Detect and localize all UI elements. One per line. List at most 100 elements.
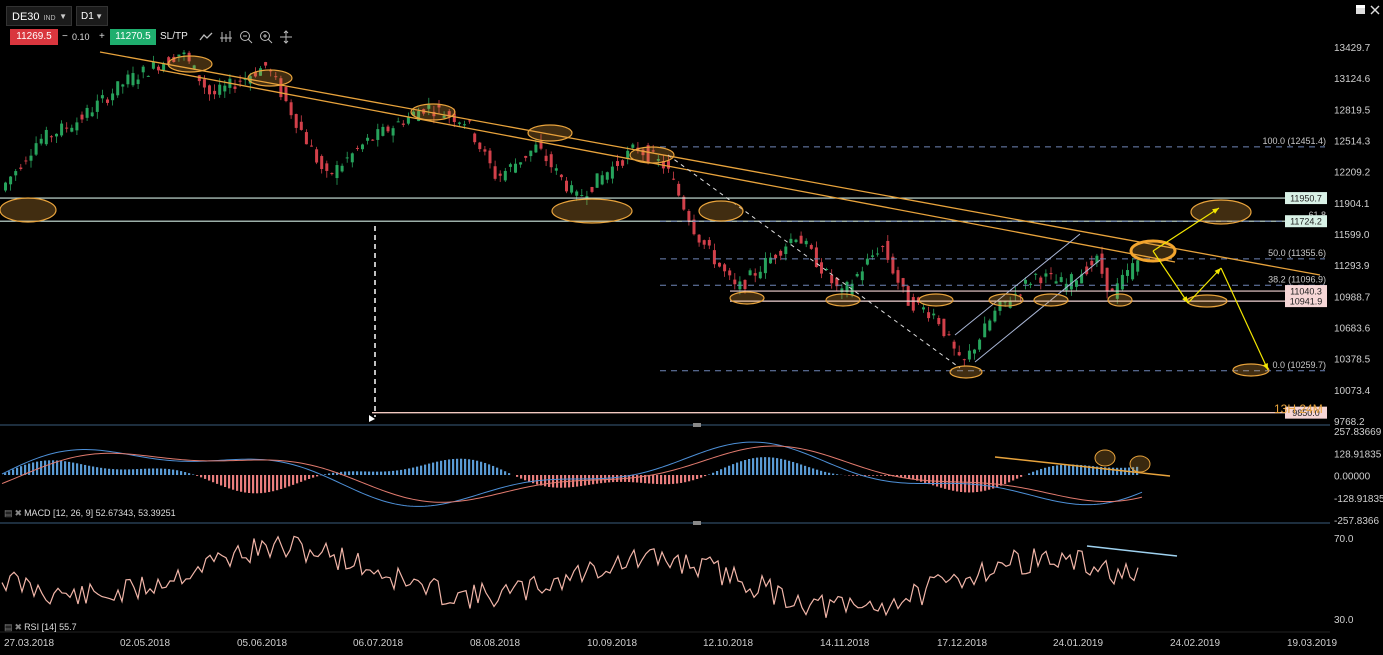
candle	[565, 176, 568, 194]
sell-button[interactable]: 11269.5	[10, 29, 58, 45]
macd-bar	[1052, 465, 1055, 475]
zoom-out-icon[interactable]	[238, 29, 254, 45]
candle	[692, 214, 696, 236]
candle	[784, 243, 788, 261]
macd-bar	[716, 470, 719, 475]
symbol-name: DE30	[12, 11, 40, 23]
candle	[340, 163, 344, 173]
candle-body	[24, 160, 28, 162]
macd-bar	[52, 460, 55, 475]
macd-bar	[908, 475, 911, 479]
lot-size-field[interactable]: 0.10	[72, 32, 90, 42]
candle-body	[733, 279, 737, 285]
candle-body	[590, 186, 594, 192]
macd-bar	[720, 469, 723, 475]
remove-icon[interactable]: ✖	[14, 508, 23, 518]
candle-body	[412, 111, 415, 116]
symbol-selector[interactable]: DE30 IND ▼	[6, 6, 72, 26]
macd-bar	[668, 475, 671, 485]
macd-bar	[20, 466, 23, 475]
macd-bar	[660, 475, 663, 485]
candle-body	[253, 72, 257, 77]
candle	[473, 132, 477, 145]
macd-bar	[304, 475, 307, 481]
candle	[90, 107, 94, 118]
candle	[983, 316, 987, 338]
macd-bar	[912, 475, 915, 480]
macd-bar	[268, 475, 271, 493]
macd-bar	[672, 475, 675, 484]
macd-bar	[1132, 467, 1135, 475]
macd-bar	[1044, 467, 1047, 475]
macd-bar	[148, 468, 151, 475]
rsi-indicator-label[interactable]: ▤ ✖ RSI [14] 55.7	[4, 621, 77, 633]
settings-icon[interactable]: ▤	[4, 622, 13, 632]
line-chart-icon[interactable]	[198, 29, 214, 45]
candle-body	[259, 68, 262, 76]
macd-bar	[684, 475, 687, 483]
candle	[1054, 274, 1058, 284]
candle-body	[529, 150, 533, 157]
candle-body	[208, 85, 211, 95]
macd-bar	[64, 461, 67, 475]
candle	[728, 267, 732, 281]
price-tag-label: 11950.7	[1290, 194, 1322, 204]
price-tag: 10941.9	[1285, 295, 1327, 308]
candle	[1085, 261, 1089, 276]
candle-body	[355, 147, 359, 149]
candle-body	[126, 74, 130, 85]
macd-bar	[508, 473, 511, 475]
candle-body	[325, 163, 329, 171]
price-tag-label: 10941.9	[1290, 297, 1323, 307]
zoom-in-icon[interactable]	[258, 29, 274, 45]
date-tick-label: 08.08.2018	[470, 638, 520, 649]
candle-body	[187, 52, 191, 62]
candle-body	[233, 86, 237, 89]
macd-bar	[700, 475, 703, 478]
price-tick-label: 9768.2	[1334, 417, 1365, 428]
candle-body	[702, 240, 706, 245]
macd-bar	[740, 461, 743, 475]
lot-increase-button[interactable]: +	[99, 31, 105, 42]
candle-body	[707, 239, 711, 246]
candle-body	[95, 100, 99, 112]
macd-bar	[372, 471, 375, 475]
candle	[371, 139, 375, 141]
candle	[911, 293, 915, 313]
macd-bar	[992, 475, 995, 489]
candle	[106, 97, 109, 106]
candlestick-series	[4, 50, 1140, 366]
macd-bar	[664, 475, 667, 485]
candle	[595, 173, 599, 188]
candle-body	[14, 171, 18, 176]
candle-body	[304, 132, 308, 145]
candle-body	[600, 175, 604, 185]
maximize-icon[interactable]	[1355, 4, 1367, 16]
macd-bar	[524, 475, 527, 481]
macd-bar	[248, 475, 251, 494]
macd-bar	[1056, 465, 1059, 475]
candle	[559, 174, 563, 181]
buy-button[interactable]: 11270.5	[110, 29, 156, 45]
remove-icon[interactable]: ✖	[14, 622, 23, 632]
candle	[468, 119, 472, 124]
sl-tp-button[interactable]: SL/TP	[160, 31, 188, 42]
crosshair-icon[interactable]	[278, 29, 294, 45]
candle-body	[223, 85, 227, 92]
settings-icon[interactable]: ▤	[4, 508, 13, 518]
candle-body	[937, 318, 941, 325]
timeframe-selector[interactable]: D1 ▼	[76, 6, 108, 26]
macd-bar	[260, 475, 263, 494]
indicators-icon[interactable]	[218, 29, 234, 45]
macd-bar	[1084, 465, 1087, 475]
close-icon[interactable]	[1369, 4, 1381, 16]
candle	[401, 120, 405, 128]
macd-bar	[812, 468, 815, 475]
macd-bar	[560, 475, 563, 488]
macd-indicator-label[interactable]: ▤ ✖ MACD [12, 26, 9] 52.67343, 53.39251	[4, 507, 176, 519]
lot-decrease-button[interactable]: −	[62, 31, 68, 42]
candle-body	[1008, 301, 1012, 308]
candle	[1034, 272, 1038, 280]
candle	[1120, 269, 1124, 292]
